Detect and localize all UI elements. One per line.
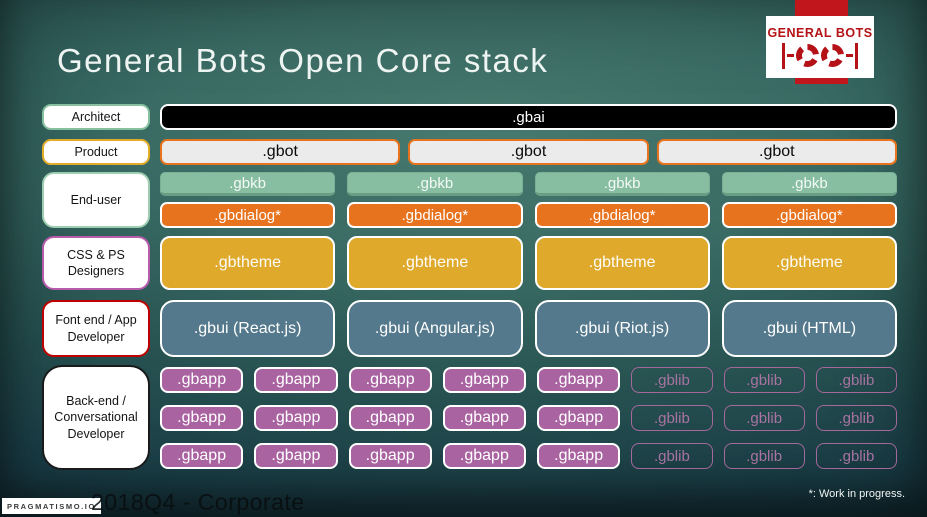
work-in-progress-note: *: Work in progress. [808, 488, 905, 500]
gblib-box: .gblib [815, 405, 897, 431]
gbai-row: .gbai [160, 104, 897, 130]
row-label-frontend-app-developer: Font end / App Developer [42, 300, 150, 357]
gbapp-box: .gbapp [254, 367, 338, 393]
gbapp-gblib-row-1: .gbapp .gbapp .gbapp .gbapp .gbapp .gbli… [160, 367, 897, 393]
gbkb-box: .gbkb [721, 172, 897, 196]
label-text: CSS & PS Designers [67, 247, 125, 278]
gblib-box: .gblib [723, 443, 805, 469]
gbot-box: .gbot [408, 139, 649, 165]
label-text: Font end / App Developer [55, 313, 137, 344]
gbapp-box: .gbapp [537, 405, 621, 431]
gbtheme-box: .gbtheme [534, 236, 710, 290]
gbdialog-box: .gbdialog* [721, 202, 897, 228]
label-text: Architect [71, 109, 121, 124]
pragmatismo-badge: PRAGMATISMO.IO [2, 498, 101, 514]
gbapp-box: .gbapp [254, 405, 338, 431]
gbui-riot-box: .gbui (Riot.js) [534, 300, 710, 357]
gblib-box: .gblib [631, 443, 713, 469]
gear-bar-icon [855, 42, 858, 69]
gbot-box: .gbot [656, 139, 897, 165]
gbot-box: .gbot [160, 139, 401, 165]
gbtheme-box: .gbtheme [160, 236, 336, 290]
gear-bar-icon [782, 42, 785, 69]
gbapp-box: .gbapp [537, 367, 621, 393]
row-label-product: Product [42, 139, 150, 165]
row-label-architect: Architect [42, 104, 150, 130]
label-text: Product [74, 144, 118, 159]
gbapp-gblib-row-2: .gbapp .gbapp .gbapp .gbapp .gbapp .gbli… [160, 405, 897, 431]
gbapp-box: .gbapp [537, 443, 621, 469]
gbdialog-box: .gbdialog* [160, 202, 336, 228]
gblib-box: .gblib [631, 367, 713, 393]
gear-stub-icon [846, 54, 853, 57]
gblib-box: .gblib [723, 367, 805, 393]
gbui-row: .gbui (React.js) .gbui (Angular.js) .gbu… [160, 300, 897, 357]
gblib-box: .gblib [723, 405, 805, 431]
row-label-css-ps-designers: CSS & PS Designers [42, 236, 150, 290]
gbot-row: .gbot .gbot .gbot [160, 139, 897, 165]
gbkb-box: .gbkb [160, 172, 336, 196]
gear-stub-icon [787, 54, 794, 57]
gbdialog-box: .gbdialog* [347, 202, 523, 228]
gbdialog-row: .gbdialog* .gbdialog* .gbdialog* .gbdial… [160, 202, 897, 228]
gbapp-box: .gbapp [348, 367, 432, 393]
double-gear-icon [782, 42, 858, 69]
gbapp-box: .gbapp [442, 443, 526, 469]
gbui-react-box: .gbui (React.js) [160, 300, 336, 357]
label-text: Back-end / Conversational Developer [54, 394, 138, 441]
gbkb-box: .gbkb [534, 172, 710, 196]
gbapp-box: .gbapp [442, 367, 526, 393]
gbapp-box: .gbapp [254, 443, 338, 469]
gbkb-box: .gbkb [347, 172, 523, 196]
gbapp-gblib-row-3: .gbapp .gbapp .gbapp .gbapp .gbapp .gbli… [160, 443, 897, 469]
gblib-box: .gblib [815, 443, 897, 469]
gbapp-box: .gbapp [348, 443, 432, 469]
gbtheme-row: .gbtheme .gbtheme .gbtheme .gbtheme [160, 236, 897, 290]
gear-icon [796, 44, 819, 67]
gbapp-box: .gbapp [160, 367, 244, 393]
gbtheme-box: .gbtheme [721, 236, 897, 290]
gbkb-row: .gbkb .gbkb .gbkb .gbkb [160, 172, 897, 196]
gbapp-box: .gbapp [160, 405, 244, 431]
gear-icon [821, 44, 844, 67]
gbai-box: .gbai [160, 104, 897, 130]
gbapp-box: .gbapp [160, 443, 244, 469]
gbdialog-box: .gbdialog* [534, 202, 710, 228]
gbapp-box: .gbapp [442, 405, 526, 431]
logo-brand-text: GENERAL BOTS [767, 25, 873, 40]
gbtheme-box: .gbtheme [347, 236, 523, 290]
general-bots-logo: GENERAL BOTS [766, 16, 874, 78]
row-label-backend-conversational-developer: Back-end / Conversational Developer [42, 365, 150, 470]
gbui-angular-box: .gbui (Angular.js) [347, 300, 523, 357]
row-label-end-user: End-user [42, 172, 150, 228]
gbui-html-box: .gbui (HTML) [721, 300, 897, 357]
page-title: General Bots Open Core stack [57, 42, 549, 79]
gblib-box: .gblib [815, 367, 897, 393]
footer-caption: 2018Q4 - Corporate [91, 489, 305, 515]
label-text: End-user [70, 192, 122, 207]
gblib-box: .gblib [631, 405, 713, 431]
gbapp-box: .gbapp [348, 405, 432, 431]
